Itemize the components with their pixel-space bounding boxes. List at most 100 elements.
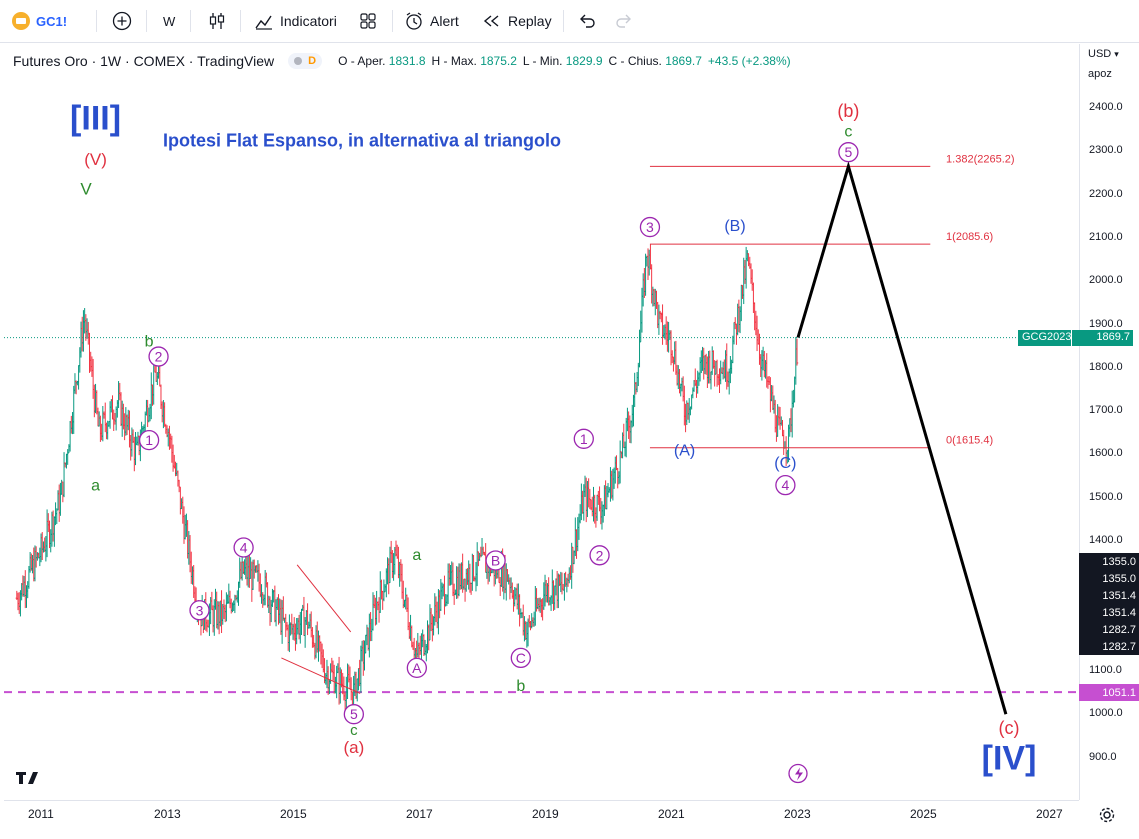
wave-label-B-circle: B [491,552,500,568]
wave-label-IV: [IV] [982,739,1037,777]
close-label: C - Chius. [608,54,662,68]
price-tick-label: 2000.0 [1089,274,1123,287]
indicators-button[interactable]: Indicatori [254,8,337,34]
price-tick-label: 1800.0 [1089,360,1123,373]
wave-label-B-paren: (B) [724,218,745,235]
indicators-label: Indicatori [280,13,337,29]
symbol-tag: GCG2023 [1018,329,1072,346]
price-tick-label: 2200.0 [1089,187,1123,200]
time-axis[interactable] [4,800,1079,831]
wave-label-a-2017: a [412,547,421,564]
high-value: 1875.2 [480,54,517,68]
alarm-clock-icon [404,11,424,31]
wave-label-C-paren: (C) [774,455,796,472]
wave-label-c-2016: c [350,722,358,739]
rewind-icon [482,11,502,31]
redo-button[interactable] [614,8,634,34]
wave-label-C-circle-circle [510,647,531,669]
price-axis[interactable]: USD ▾ apoz [1079,44,1139,800]
chart-legend: Futures Oro · 1W · COMEX · TradingView D… [13,52,791,70]
chart-pane[interactable]: 1.382(2265.2) 1(2085.6) 0(1615.4) [III] (V) V… [4,44,1079,800]
wave-label-2-2012-circle [148,346,169,367]
divider [190,10,191,32]
lightning-icon [795,767,803,781]
price-tick-label: 1600.0 [1089,447,1123,460]
alert-button[interactable]: Alert [404,8,459,34]
wave-label-III: [III] [70,99,121,137]
currency-label: USD [1088,48,1112,60]
symbol-search[interactable]: GC1! [12,8,67,34]
open-label: O - Aper. [338,54,386,68]
price-tick-label: 1000.0 [1089,707,1123,720]
price-tick-label: 900.0 [1089,750,1117,763]
price-chart: 1.382(2265.2) 1(2085.6) 0(1615.4) [III] (V) V… [4,99,1079,784]
wave-label-3-2013-circle [189,600,210,621]
price-tick-label: 1400.0 [1089,534,1123,546]
wave-label-4-2014: 4 [240,539,248,555]
wave-label-a-paren: (a) [343,738,364,757]
wave-label-1-2019-circle [573,428,594,449]
wave-label-4-2022-circle [775,474,796,496]
time-tick-label: 2015 [280,807,307,821]
wave-label-c-paren: (c) [999,718,1020,738]
wave-label-5-2023-circle [838,142,859,163]
ohlc-high: H - Max. 1875.2 [432,54,517,68]
wave-label-3-2013: 3 [196,602,204,618]
layouts-button[interactable] [358,8,378,34]
interval-label: W [163,13,176,29]
projection-line [796,160,1008,715]
wave-label-c-2023: c [844,124,852,141]
top-toolbar: GC1! W Indicatori Alert R [0,0,1139,43]
time-tick-label: 2011 [28,807,54,821]
fib-level-label: 1.382(2265.2) [946,153,1015,165]
replay-button[interactable]: Replay [482,8,552,34]
price-tick-label: 1100.0 [1089,663,1122,676]
wave-label-A-paren: (A) [674,443,695,460]
price-level-label: 1355.0 [1079,570,1139,587]
fib-level-label: 1(2085.6) [946,231,993,243]
ohlc-open: O - Aper. 1831.8 [338,54,425,68]
price-level-label: 1351.4 [1079,604,1139,621]
wave-label-4-2022: 4 [782,477,790,493]
wave-label-3-2020-circle [639,216,661,238]
price-tick-label: 2400.0 [1089,101,1123,113]
currency-selector[interactable]: USD ▾ [1088,48,1119,60]
divider [240,10,241,32]
price-level-label: 1282.7 [1079,638,1139,655]
wave-label-b-paren: (b) [837,101,859,121]
interval-button[interactable]: W [163,8,175,34]
gold-symbol-icon [12,12,30,30]
price-level-label: 1282.7 [1079,621,1139,638]
scale-mode-label[interactable]: apoz [1088,68,1112,80]
legend-status-pill[interactable]: D [288,53,323,69]
annotation-title: Ipotesi Flat Espanso, in alternativa al … [163,130,561,150]
divider [146,10,147,32]
price-level-label: 1351.4 [1079,587,1139,604]
wave-label-4-2014-circle [233,537,254,558]
wave-label-2-2019-circle [589,545,610,566]
undo-icon [577,11,597,31]
wave-label-C-circle: C [516,650,526,666]
current-price-label: GCG2023 1869.7 [1018,329,1133,346]
undo-button[interactable] [577,8,597,34]
settings-button[interactable] [1098,806,1116,829]
ohlc-low: L - Min. 1829.9 [523,54,603,68]
alert-label: Alert [430,13,459,29]
compare-button[interactable] [112,8,132,34]
wave-label-1-2012-circle [138,429,160,451]
wave-label-1-2012: 1 [145,432,153,448]
time-tick-label: 2021 [658,807,685,821]
close-value: 1869.7 [665,54,702,68]
wave-label-2-2012: 2 [155,349,163,365]
price-tick-label: 2100.0 [1089,230,1123,243]
chart-type-button[interactable] [207,8,227,34]
wave-label-A-circle: A [412,660,422,676]
divider [563,10,564,32]
wave-label-b-2018: b [516,678,525,695]
divider [96,10,97,32]
high-label: H - Max. [431,54,477,68]
ohlc-close: C - Chius. 1869.7 [609,54,702,68]
wave-label-A-circle-circle [406,657,428,679]
change-value: +43.5 (+2.38%) [707,54,791,68]
symbol-label: GC1! [36,13,68,29]
